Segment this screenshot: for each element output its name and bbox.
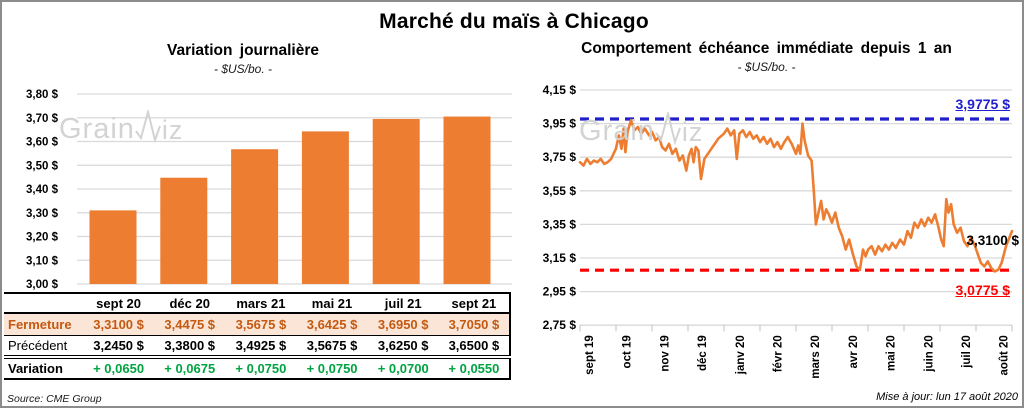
svg-text:juil 20: juil 20 xyxy=(961,335,973,369)
svg-text:3,10 $: 3,10 $ xyxy=(26,255,59,267)
table-row-fermeture: Fermeture 3,3100 $ 3,4475 $ 3,5675 $ 3,6… xyxy=(4,313,510,335)
right-chart-subtitle: - $US/bo. - xyxy=(737,60,796,74)
svg-text:4,15 $: 4,15 $ xyxy=(543,83,577,97)
cell-value: + 0,0700 xyxy=(377,361,429,376)
cell-value: + 0,0750 xyxy=(235,361,287,376)
cell-value: 3,6950 $ xyxy=(367,313,439,335)
cell-value: + 0,0750 xyxy=(306,361,358,376)
svg-text:janv 20: janv 20 xyxy=(735,335,747,375)
svg-text:3,15 $: 3,15 $ xyxy=(543,251,577,265)
column-header: mars 21 xyxy=(225,293,297,314)
price-series xyxy=(578,118,1014,273)
high-threshold-label: 3,9775 $ xyxy=(955,96,1011,112)
cell-value: 3,7050 $ xyxy=(438,313,510,335)
svg-text:3,55 $: 3,55 $ xyxy=(543,184,577,198)
bar-sept 20 xyxy=(89,210,137,284)
cell-value: 3,3800 $ xyxy=(164,337,216,353)
row-label: Variation xyxy=(8,361,63,376)
left-chart-title: Variation journalière xyxy=(166,42,320,59)
cell-value: + 0,0650 xyxy=(93,361,145,376)
cell-value: + 0,0675 xyxy=(164,361,216,376)
column-header: juil 21 xyxy=(367,293,439,314)
cell-value: 3,2450 $ xyxy=(93,337,144,353)
svg-text:3,60 $: 3,60 $ xyxy=(26,137,59,149)
svg-text:sept 19: sept 19 xyxy=(584,335,596,375)
column-header: déc 20 xyxy=(154,293,226,314)
grainwiz-watermark: Grain iz xyxy=(59,110,183,144)
corner-cell xyxy=(4,293,83,314)
svg-text:oct 19: oct 19 xyxy=(622,335,634,368)
svg-text:août 20: août 20 xyxy=(999,335,1011,375)
svg-text:3,50 $: 3,50 $ xyxy=(26,160,59,172)
column-header: mai 21 xyxy=(296,293,368,314)
grainwiz-zigzag-icon xyxy=(135,110,161,144)
source-note: Source: CME Group xyxy=(7,393,102,405)
table-row-precedent: Précédent 3,2450 $ 3,3800 $ 3,4925 $ 3,5… xyxy=(4,335,510,357)
svg-text:déc 19: déc 19 xyxy=(697,335,709,371)
svg-text:nov 19: nov 19 xyxy=(659,335,671,371)
svg-text:3,35 $: 3,35 $ xyxy=(543,217,577,231)
table-header-row: sept 20 déc 20 mars 21 mai 21 juil 21 se… xyxy=(4,293,510,314)
watermark-text-right: iz xyxy=(161,115,184,145)
cell-value: 3,4475 $ xyxy=(154,313,226,335)
one-year-line-chart: 2,75 $ 2,95 $ 3,15 $ 3,35 $ 3,55 $ 3,75 $ 3,95… xyxy=(543,83,1014,379)
svg-text:3,30 $: 3,30 $ xyxy=(26,208,59,220)
last-price-label: 3,3100 $ xyxy=(966,233,1019,248)
svg-text:3,00 $: 3,00 $ xyxy=(26,279,59,291)
cell-value: + 0,0550 xyxy=(448,361,500,376)
futures-quote-table: sept 20 déc 20 mars 21 mai 21 juil 21 se… xyxy=(4,292,511,380)
bar-juil 21 xyxy=(372,118,420,284)
watermark-text-left: Grain xyxy=(59,113,135,145)
svg-text:3,40 $: 3,40 $ xyxy=(26,184,59,196)
watermark-text-right: iz xyxy=(681,117,704,147)
svg-text:juin 20: juin 20 xyxy=(923,335,935,372)
svg-text:mars 20: mars 20 xyxy=(810,335,822,378)
updated-note: Mise à jour: lun 17 août 2020 xyxy=(876,391,1018,403)
daily-variation-bar-chart: 3,00 $ 3,10 $ 3,20 $ 3,30 $ 3,40 $ 3,50 $ 3,60… xyxy=(26,89,512,291)
cell-value: 3,6250 $ xyxy=(377,337,429,353)
svg-text:févr 20: févr 20 xyxy=(773,335,785,372)
cell-value: 3,4925 $ xyxy=(235,337,287,353)
cell-value: 3,3100 $ xyxy=(83,313,155,335)
bar-mars 21 xyxy=(231,149,279,284)
cell-value: 3,6425 $ xyxy=(296,313,368,335)
svg-text:3,75 $: 3,75 $ xyxy=(543,150,577,164)
cell-value: 3,5675 $ xyxy=(225,313,297,335)
low-threshold-label: 3,0775 $ xyxy=(955,282,1011,298)
grainwiz-watermark: Grain iz xyxy=(579,112,703,146)
cell-value: 3,6500 $ xyxy=(448,337,500,353)
cell-value: 3,5675 $ xyxy=(306,337,358,353)
svg-text:3,80 $: 3,80 $ xyxy=(26,89,59,101)
svg-text:2,95 $: 2,95 $ xyxy=(543,285,577,299)
column-header: sept 20 xyxy=(83,293,155,314)
grainwiz-zigzag-icon xyxy=(655,112,681,146)
row-label: Fermeture xyxy=(4,313,83,335)
right-chart-title: Comportement échéance immédiate depuis 1… xyxy=(581,40,952,57)
bar-sept 21 xyxy=(443,116,491,284)
table-row-variation: Variation + 0,0650 + 0,0675 + 0,0750 + 0… xyxy=(4,357,510,379)
bar-mai 21 xyxy=(301,131,349,284)
bar-déc 20 xyxy=(160,177,208,284)
svg-text:avr 20: avr 20 xyxy=(848,335,860,368)
svg-text:3,95 $: 3,95 $ xyxy=(543,117,577,131)
watermark-text-left: Grain xyxy=(579,115,655,147)
page-title: Marché du maïs à Chicago xyxy=(379,10,649,33)
row-label: Précédent xyxy=(8,337,68,353)
column-header: sept 21 xyxy=(438,293,510,314)
svg-text:mai 20: mai 20 xyxy=(886,335,898,371)
left-chart-subtitle: - $US/bo. - xyxy=(213,62,273,76)
svg-text:2,75 $: 2,75 $ xyxy=(543,318,577,332)
svg-text:3,70 $: 3,70 $ xyxy=(26,113,59,125)
svg-text:3,20 $: 3,20 $ xyxy=(26,232,59,244)
